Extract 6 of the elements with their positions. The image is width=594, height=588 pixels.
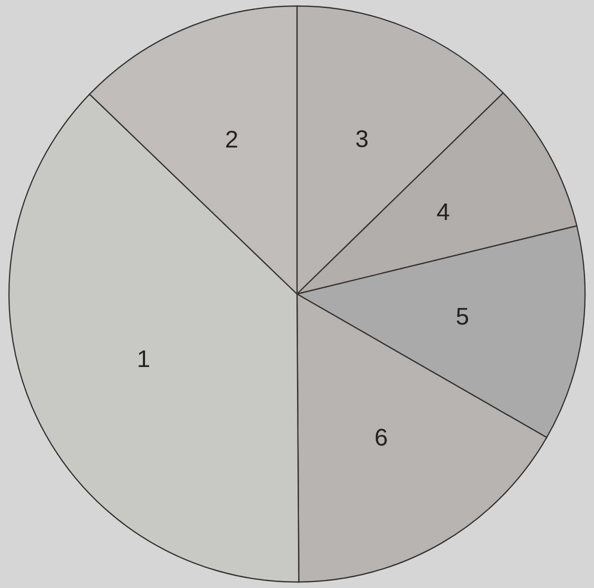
slice-label: 5 [456,304,470,331]
slice-label: 4 [436,199,450,226]
slice-label: 2 [224,126,238,154]
slice-label: 3 [355,126,369,154]
slice-label: 6 [374,424,388,452]
slice-label: 1 [136,346,150,373]
